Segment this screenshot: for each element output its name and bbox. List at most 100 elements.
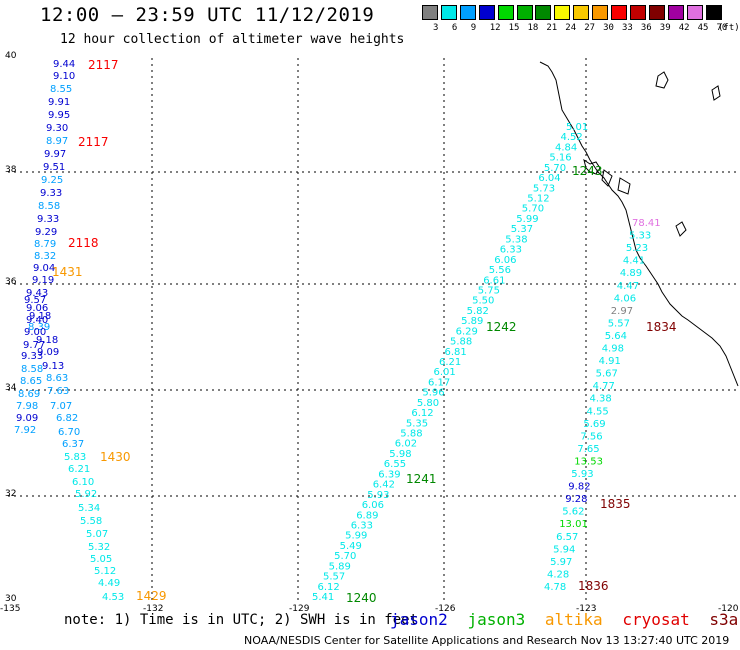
swh-value: 4.28 — [547, 569, 569, 580]
legend-swatch — [573, 5, 590, 20]
swh-value: 5.05 — [90, 554, 112, 565]
swh-value: 9.51 — [43, 162, 65, 173]
swh-value: 6.01 — [434, 367, 456, 378]
legend-label: 3 — [433, 23, 439, 33]
s3a-track: 4.78 4.285.97 5.946.57 13.015.62 9.289.82 5.9… — [544, 218, 677, 593]
swh-value: 6.57 — [556, 532, 578, 543]
footnote: note: 1) Time is in UTC; 2) SWH is in fe… — [64, 612, 419, 628]
pass-time-label: 1836 — [578, 579, 609, 593]
swh-value: 4.55 — [587, 406, 609, 417]
swh-value: 5.49 — [340, 541, 362, 552]
swh-value: 5.97 — [550, 557, 572, 568]
swh-value: 9.33 — [37, 214, 59, 225]
legend-swatch — [497, 5, 514, 20]
swh-value: 6.17 — [428, 377, 450, 388]
satellite-jason3: jason3 — [467, 610, 526, 629]
satellite-legend: jason2 jason3 altika cryosat s3a — [390, 610, 740, 629]
swh-value: 4.41 — [623, 256, 645, 267]
swh-value: 6.39 — [378, 469, 400, 480]
swh-value: 8.32 — [34, 251, 56, 262]
lake-outline — [655, 71, 669, 89]
swh-value: 5.73 — [533, 183, 555, 194]
swh-value: 5.98 — [389, 449, 411, 460]
legend-label: 27 — [584, 23, 596, 33]
swh-value: 9.43 — [26, 288, 48, 299]
legend-swatch — [440, 5, 457, 20]
swh-value: 9.44 — [53, 59, 75, 70]
legend-label: 12 — [489, 23, 501, 33]
lake-outline — [711, 85, 721, 101]
credit-line: NOAA/NESDIS Center for Satellite Applica… — [244, 634, 730, 647]
legend-label: 70 — [716, 23, 728, 33]
swh-value: 5.88 — [400, 429, 422, 440]
swh-value: 8.55 — [50, 84, 72, 95]
pass-time-label: 2117 — [88, 58, 119, 72]
swh-value: 9.28 — [565, 494, 587, 505]
legend-swatch — [629, 5, 646, 20]
altika-cryosat-track: 9.449.10 8.55 9.91 9.95 9.30 8.97 9.97 9.51 9.25… — [14, 58, 167, 603]
pass-time-label: 1835 — [600, 497, 631, 511]
longitude-label: -135 — [0, 604, 20, 614]
swh-value: 6.42 — [373, 480, 395, 491]
swh-value: 6.61 — [483, 275, 505, 286]
swh-value: 9.30 — [46, 123, 68, 134]
swh-value: 7.56 — [580, 431, 602, 442]
swh-value: 5.38 — [505, 234, 527, 245]
swh-value: 6.02 — [395, 439, 417, 450]
legend-swatch — [516, 5, 533, 20]
swh-value: 9.09 — [37, 347, 59, 358]
latitude-label: 32 — [5, 489, 16, 499]
legend-swatch — [705, 5, 722, 20]
swh-value: 5.96 — [422, 388, 444, 399]
swh-value: 5.41 — [312, 592, 334, 603]
swh-value: 4.52 — [561, 132, 583, 143]
legend-label: 45 — [697, 23, 709, 33]
legend-label: 36 — [640, 23, 652, 33]
swh-value: 5.94 — [553, 544, 575, 555]
swh-value: 8.97 — [46, 136, 68, 147]
satellite-altika: altika — [544, 610, 603, 629]
swh-value: 2.97 — [611, 306, 633, 317]
swh-value: 6.21 — [68, 464, 90, 475]
legend-label: 9 — [470, 23, 477, 33]
swh-value: 78.41 — [632, 218, 661, 229]
legend-swatch — [592, 5, 609, 20]
swh-value: 8.58 — [21, 364, 43, 375]
swh-value: 5.16 — [549, 153, 571, 164]
swh-value: 9.19 — [32, 275, 54, 286]
bay-outline — [583, 158, 601, 175]
jason3-track: 5.416.125.575.895.705.495.996.336.896.06… — [312, 122, 603, 605]
swh-value: 5.70 — [334, 551, 356, 562]
longitude-label: -129 — [289, 604, 310, 614]
swh-value: 9.77 — [23, 340, 45, 351]
legend-swatch — [478, 5, 495, 20]
swh-value: 8.65 — [20, 376, 42, 387]
swh-value: 4.84 — [555, 142, 577, 153]
swh-value: 9.29 — [35, 227, 57, 238]
swh-value: 9.40 — [26, 315, 48, 326]
swh-value: 7.92 — [14, 425, 36, 436]
inland-water-outline — [675, 221, 687, 237]
longitude-label: -123 — [576, 604, 596, 614]
swh-value: 6.55 — [384, 459, 406, 470]
swh-value: 9.10 — [53, 71, 75, 82]
swh-value: 6.89 — [356, 510, 378, 521]
swh-value: 6.12 — [411, 408, 433, 419]
legend-swatch — [648, 5, 665, 20]
swh-value: 9.04 — [33, 263, 55, 274]
legend-label: 39 — [659, 23, 671, 33]
swh-value: 5.80 — [417, 398, 439, 409]
swh-value: 9.57 — [24, 295, 46, 306]
swh-value: 9.18 — [29, 311, 51, 322]
swh-value: 7.07 — [50, 401, 72, 412]
swh-value: 5.34 — [78, 503, 100, 514]
legend-swatch — [422, 5, 438, 20]
swh-value: 5.83 — [64, 452, 86, 463]
swh-value: 5.50 — [472, 296, 494, 307]
coastline — [539, 61, 739, 387]
legend-label: 21 — [546, 23, 558, 33]
legend-label: 24 — [565, 23, 577, 33]
swh-value: 5.93 — [571, 469, 593, 480]
axis-labels: 40 38 36 34 32 30-135 -132 -129 -126 -123 -120 — [0, 51, 739, 614]
